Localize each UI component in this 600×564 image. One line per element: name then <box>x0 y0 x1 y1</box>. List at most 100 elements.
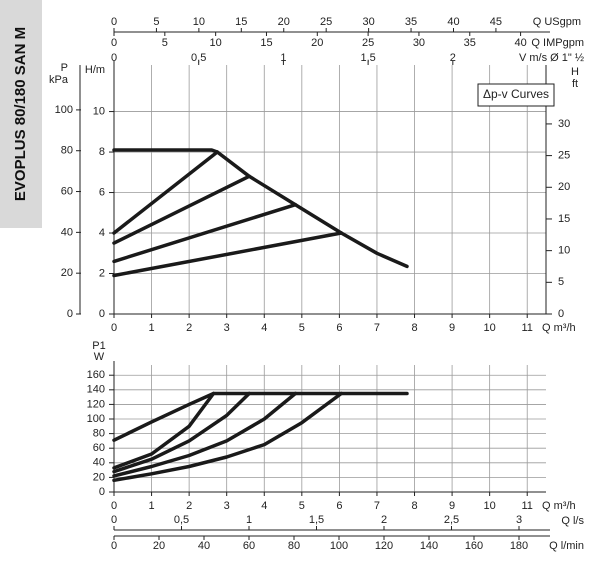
x-tick-label: 9 <box>449 500 455 512</box>
secondary-tick-label: 5 <box>162 37 168 49</box>
secondary-tick-label: 40 <box>514 37 526 49</box>
y-tick-label: 8 <box>99 146 105 158</box>
y-axis-label: P1 <box>92 340 105 352</box>
secondary-tick-label: 2 <box>450 52 456 64</box>
y-tick-label: 4 <box>99 227 105 239</box>
secondary-axis-label: H <box>571 66 579 78</box>
secondary-tick-label: 0,5 <box>174 514 189 526</box>
secondary-tick-label: 35 <box>464 37 476 49</box>
secondary-tick-label: 0 <box>111 540 117 552</box>
y-tick-label: 0 <box>99 486 105 498</box>
secondary-tick-label: 80 <box>61 145 73 157</box>
secondary-tick-label: 0 <box>111 16 117 28</box>
y-tick-label: 60 <box>93 442 105 454</box>
x-tick-label: 0 <box>111 322 117 334</box>
x-tick-label: 10 <box>484 500 496 512</box>
secondary-tick-label: 25 <box>558 150 570 162</box>
secondary-tick-label: 20 <box>558 181 570 193</box>
x-tick-label: 7 <box>374 322 380 334</box>
secondary-tick-label: 2 <box>381 514 387 526</box>
secondary-tick-label: 100 <box>330 540 348 552</box>
curve <box>112 148 409 269</box>
y-tick-label: 10 <box>93 105 105 117</box>
secondary-tick-label: 1 <box>280 52 286 64</box>
side-band <box>0 0 42 228</box>
x-tick-label: 8 <box>411 322 417 334</box>
y-tick-label: 80 <box>93 428 105 440</box>
secondary-tick-label: 180 <box>510 540 528 552</box>
secondary-tick-label: 10 <box>193 16 205 28</box>
secondary-tick-label: 140 <box>420 540 438 552</box>
y-axis-label: H/m <box>85 64 105 76</box>
secondary-tick-label: 160 <box>465 540 483 552</box>
annotation: Δp-v Curves <box>483 87 549 101</box>
x-tick-label: 7 <box>374 500 380 512</box>
secondary-tick-label: 15 <box>260 37 272 49</box>
x-tick-label: 6 <box>336 322 342 334</box>
y-tick-label: 0 <box>99 308 105 320</box>
y-axis-label: W <box>94 351 105 363</box>
secondary-tick-label: 0 <box>111 52 117 64</box>
curve <box>112 174 251 245</box>
secondary-axis-label: P <box>61 62 68 74</box>
y-tick-label: 40 <box>93 457 105 469</box>
secondary-tick-label: 1 <box>246 514 252 526</box>
secondary-tick-label: 2,5 <box>444 514 459 526</box>
annotation-box <box>477 83 555 107</box>
secondary-tick-label: 1,5 <box>360 52 375 64</box>
secondary-axis-label: ft <box>572 78 578 90</box>
secondary-tick-label: 45 <box>490 16 502 28</box>
secondary-tick-label: 5 <box>558 276 564 288</box>
y-tick-label: 20 <box>93 471 105 483</box>
secondary-tick-label: 10 <box>210 37 222 49</box>
y-tick-label: 6 <box>99 186 105 198</box>
secondary-tick-label: 0 <box>67 308 73 320</box>
secondary-axis-label: Q l/min <box>549 540 584 552</box>
x-tick-label: 2 <box>186 322 192 334</box>
y-tick-label: 140 <box>87 384 105 396</box>
secondary-tick-label: 20 <box>278 16 290 28</box>
x-tick-label: 5 <box>299 322 305 334</box>
secondary-axis-label: kPa <box>49 74 69 86</box>
x-axis-label: Q m³/h <box>542 322 576 334</box>
curve <box>112 391 409 442</box>
secondary-axis-label: Q USgpm <box>533 16 581 28</box>
curve <box>112 391 216 470</box>
x-tick-label: 9 <box>449 322 455 334</box>
secondary-tick-label: 25 <box>320 16 332 28</box>
x-tick-label: 1 <box>149 322 155 334</box>
secondary-tick-label: 1,5 <box>309 514 324 526</box>
secondary-tick-label: 40 <box>198 540 210 552</box>
secondary-tick-label: 15 <box>235 16 247 28</box>
x-tick-label: 8 <box>411 500 417 512</box>
x-tick-label: 10 <box>484 322 496 334</box>
x-tick-label: 4 <box>261 322 267 334</box>
y-tick-label: 160 <box>87 369 105 381</box>
secondary-tick-label: 0 <box>111 514 117 526</box>
secondary-tick-label: 60 <box>61 185 73 197</box>
secondary-tick-label: 30 <box>558 118 570 130</box>
side-title: EVOPLUS 80/180 SAN M <box>12 27 29 201</box>
secondary-tick-label: 3 <box>516 514 522 526</box>
y-tick-label: 100 <box>87 413 105 425</box>
secondary-tick-label: 15 <box>558 213 570 225</box>
y-tick-label: 120 <box>87 398 105 410</box>
x-tick-label: 4 <box>261 500 267 512</box>
secondary-tick-label: 0 <box>111 37 117 49</box>
secondary-tick-label: 40 <box>61 226 73 238</box>
secondary-tick-label: 0,5 <box>191 52 206 64</box>
secondary-axis-label: Q IMPgpm <box>531 37 584 49</box>
x-tick-label: 6 <box>336 500 342 512</box>
secondary-axis-label: Q l/s <box>561 515 584 527</box>
secondary-axis-label: V m/s Ø 1" ½ <box>519 52 584 64</box>
secondary-tick-label: 40 <box>447 16 459 28</box>
x-tick-label: 3 <box>224 322 230 334</box>
x-tick-label: 0 <box>111 500 117 512</box>
x-tick-label: 3 <box>224 500 230 512</box>
curve <box>112 202 298 264</box>
curve <box>112 391 344 483</box>
x-tick-label: 11 <box>522 500 533 512</box>
y-tick-label: 2 <box>99 267 105 279</box>
secondary-tick-label: 120 <box>375 540 393 552</box>
